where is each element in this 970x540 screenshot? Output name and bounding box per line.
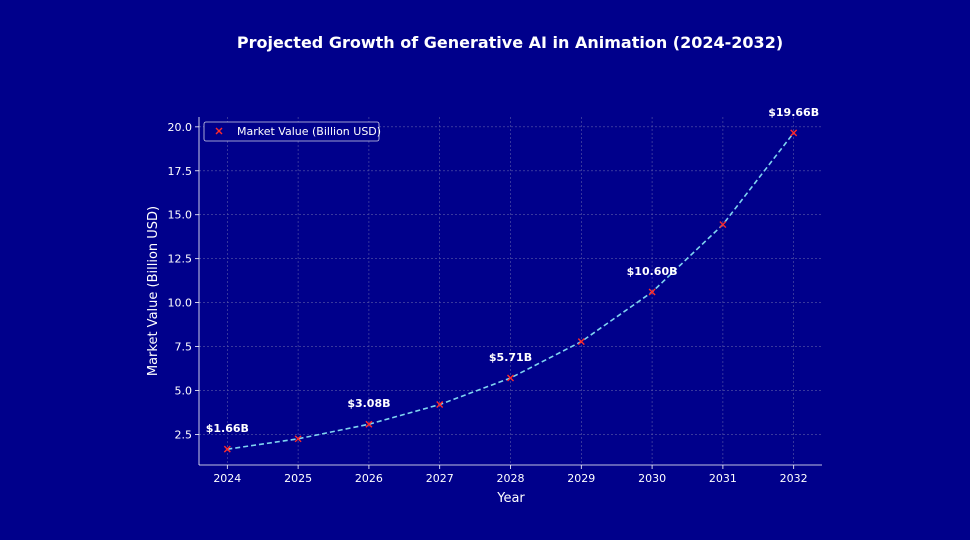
y-tick-label: 17.5 bbox=[168, 165, 193, 178]
x-tick-label: 2025 bbox=[284, 472, 312, 485]
y-tick-label: 10.0 bbox=[168, 297, 193, 310]
data-point-x-marker bbox=[365, 420, 373, 428]
data-label: $5.71B bbox=[489, 351, 532, 364]
chart-title: Projected Growth of Generative AI in Ani… bbox=[237, 33, 783, 52]
data-point-x-marker bbox=[294, 435, 302, 443]
marker-stroke bbox=[648, 288, 656, 296]
marker-stroke bbox=[577, 338, 585, 346]
y-axis-label: Market Value (Billion USD) bbox=[146, 206, 161, 376]
y-tick-label: 2.5 bbox=[175, 428, 193, 441]
data-point-x-marker bbox=[507, 374, 514, 382]
x-tick-label: 2029 bbox=[567, 472, 595, 485]
marker-stroke bbox=[507, 374, 514, 382]
ticks: 2024 2025 2026 2027 2028 2029 2030 2031 2032 2.5 5… bbox=[168, 121, 808, 485]
data-point-x-marker bbox=[648, 288, 656, 296]
data-labels: $1.66B $3.08B $5.71B $10.60B $19.66B bbox=[206, 106, 819, 435]
series bbox=[223, 129, 798, 453]
x-axis-label: Year bbox=[496, 491, 525, 506]
data-label: $3.08B bbox=[347, 397, 390, 410]
marker-stroke bbox=[365, 420, 373, 428]
data-point-x-marker bbox=[790, 129, 798, 137]
marker-stroke bbox=[719, 221, 727, 229]
y-tick-label: 5.0 bbox=[175, 384, 193, 397]
marker-stroke bbox=[223, 445, 231, 453]
legend: Market Value (Billion USD) bbox=[203, 121, 381, 142]
x-tick-label: 2026 bbox=[355, 472, 383, 485]
data-label: $1.66B bbox=[206, 422, 249, 435]
y-tick-label: 12.5 bbox=[168, 253, 193, 266]
data-label: $19.66B bbox=[768, 106, 819, 119]
x-tick-label: 2024 bbox=[213, 472, 241, 485]
data-label: $10.60B bbox=[627, 265, 678, 278]
data-point-x-marker bbox=[719, 221, 727, 229]
legend-marker-stroke bbox=[215, 127, 223, 135]
y-tick-label: 15.0 bbox=[168, 209, 193, 222]
x-tick-label: 2027 bbox=[426, 472, 454, 485]
legend-marker-x-icon bbox=[215, 127, 223, 135]
data-point-x-marker bbox=[436, 401, 444, 409]
grid bbox=[199, 117, 822, 465]
x-tick-label: 2032 bbox=[780, 472, 808, 485]
marker-stroke bbox=[294, 435, 302, 443]
legend-label: Market Value (Billion USD) bbox=[237, 125, 381, 138]
x-tick-label: 2030 bbox=[638, 472, 666, 485]
marker-stroke bbox=[790, 129, 798, 137]
y-tick-label: 7.5 bbox=[175, 341, 193, 354]
marker-stroke bbox=[436, 401, 444, 409]
data-point-x-marker bbox=[577, 338, 585, 346]
y-tick-label: 20.0 bbox=[168, 121, 193, 134]
legend-box bbox=[203, 121, 380, 142]
x-tick-label: 2028 bbox=[497, 472, 525, 485]
x-tick-label: 2031 bbox=[709, 472, 737, 485]
data-point-x-marker bbox=[223, 445, 231, 453]
